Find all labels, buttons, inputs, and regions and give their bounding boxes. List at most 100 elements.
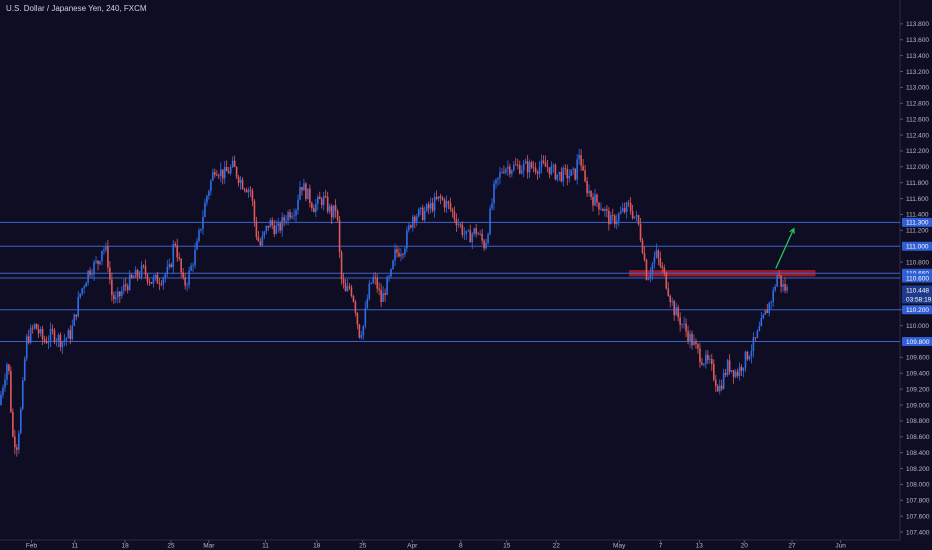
candle-body: [196, 241, 198, 250]
candle-body: [18, 433, 20, 450]
candle-body: [558, 171, 561, 175]
candle-body: [732, 370, 735, 377]
candle-body: [520, 170, 523, 174]
y-tick-label: 109.000: [906, 402, 930, 409]
candle-body: [483, 240, 485, 249]
candle-body: [111, 279, 113, 296]
candle-body: [311, 203, 313, 209]
candle-body: [435, 197, 438, 200]
candle-body: [392, 260, 394, 270]
candle-body: [647, 278, 650, 280]
candle-body: [421, 207, 424, 220]
candle-body: [501, 171, 503, 173]
candle-body: [350, 287, 353, 297]
candle-body: [231, 160, 234, 168]
candle-body: [117, 291, 119, 298]
candle-body: [655, 250, 658, 258]
candle-body: [635, 215, 638, 217]
candle-body: [514, 164, 517, 166]
y-tick-label: 108.800: [906, 418, 930, 425]
candle-body: [57, 334, 60, 341]
candle-body: [720, 385, 723, 389]
candle-body: [473, 228, 476, 235]
candle-body: [778, 275, 780, 276]
y-tick-label: 113.600: [906, 37, 929, 44]
candle-body: [526, 161, 529, 173]
level-tag: 109.800: [906, 339, 930, 346]
candle-body: [576, 159, 578, 180]
candle-body: [528, 162, 531, 173]
candle-body: [562, 167, 565, 182]
x-tick-label: 18: [121, 543, 129, 550]
candle-body: [687, 331, 689, 342]
candle-body: [257, 236, 260, 242]
candle-body: [225, 167, 228, 172]
candle-body: [681, 324, 683, 326]
candle-body: [550, 165, 553, 175]
x-tick-label: Mar: [203, 543, 215, 550]
candle-body: [570, 169, 573, 176]
candle-body: [623, 208, 626, 212]
candle-body: [186, 284, 188, 286]
candle-body: [699, 348, 701, 363]
candle-body: [578, 154, 580, 160]
candle-body: [295, 210, 297, 216]
candle-body: [180, 258, 182, 273]
level-tag: 110.200: [906, 307, 929, 314]
candle-body: [495, 179, 497, 184]
candle-body: [663, 267, 666, 273]
candle-body: [87, 270, 89, 283]
candle-body: [154, 274, 157, 278]
candle-body: [210, 180, 212, 192]
candle-body: [445, 201, 448, 208]
candle-body: [712, 363, 715, 380]
candle-body: [344, 283, 347, 292]
candle-body: [707, 354, 709, 360]
candle-body: [598, 202, 600, 210]
candle-body: [503, 171, 505, 173]
candle-body: [499, 172, 501, 178]
candle-body: [223, 167, 226, 179]
candle-body: [103, 249, 105, 251]
candle-body: [53, 330, 56, 342]
candle-body: [566, 168, 569, 179]
candle-body: [394, 249, 396, 261]
candle-body: [334, 205, 337, 211]
candle-body: [249, 189, 252, 191]
candle-body: [247, 189, 250, 193]
candle-body: [689, 333, 691, 342]
y-tick-label: 112.600: [906, 116, 929, 123]
candle-body: [467, 230, 470, 232]
candle-body: [97, 260, 99, 265]
candle-body: [115, 297, 117, 300]
candle-body: [574, 168, 576, 180]
candle-body: [536, 171, 539, 174]
candle-body: [198, 230, 200, 242]
candle-body: [675, 307, 677, 316]
candle-body: [370, 282, 373, 284]
candle-body: [669, 295, 672, 302]
candle-body: [136, 269, 139, 277]
candle-body: [287, 212, 289, 221]
candle-body: [441, 197, 444, 200]
candle-body: [233, 160, 236, 168]
candle-body: [497, 177, 499, 180]
candle-body: [8, 364, 10, 372]
candle-body: [206, 195, 208, 203]
candle-body: [606, 209, 608, 211]
candle-body: [544, 162, 547, 167]
candle-body: [19, 408, 22, 434]
candle-body: [461, 224, 464, 235]
candle-body: [37, 329, 40, 334]
candle-body: [200, 228, 202, 231]
candle-body: [372, 277, 375, 283]
y-tick-label: 107.400: [906, 529, 930, 536]
candle-body: [748, 356, 751, 360]
candle-body: [683, 323, 685, 325]
candle-body: [746, 351, 749, 360]
candle-body: [471, 234, 474, 243]
candle-body: [691, 333, 693, 346]
candle-body: [356, 312, 359, 325]
y-tick-label: 111.200: [906, 228, 929, 235]
